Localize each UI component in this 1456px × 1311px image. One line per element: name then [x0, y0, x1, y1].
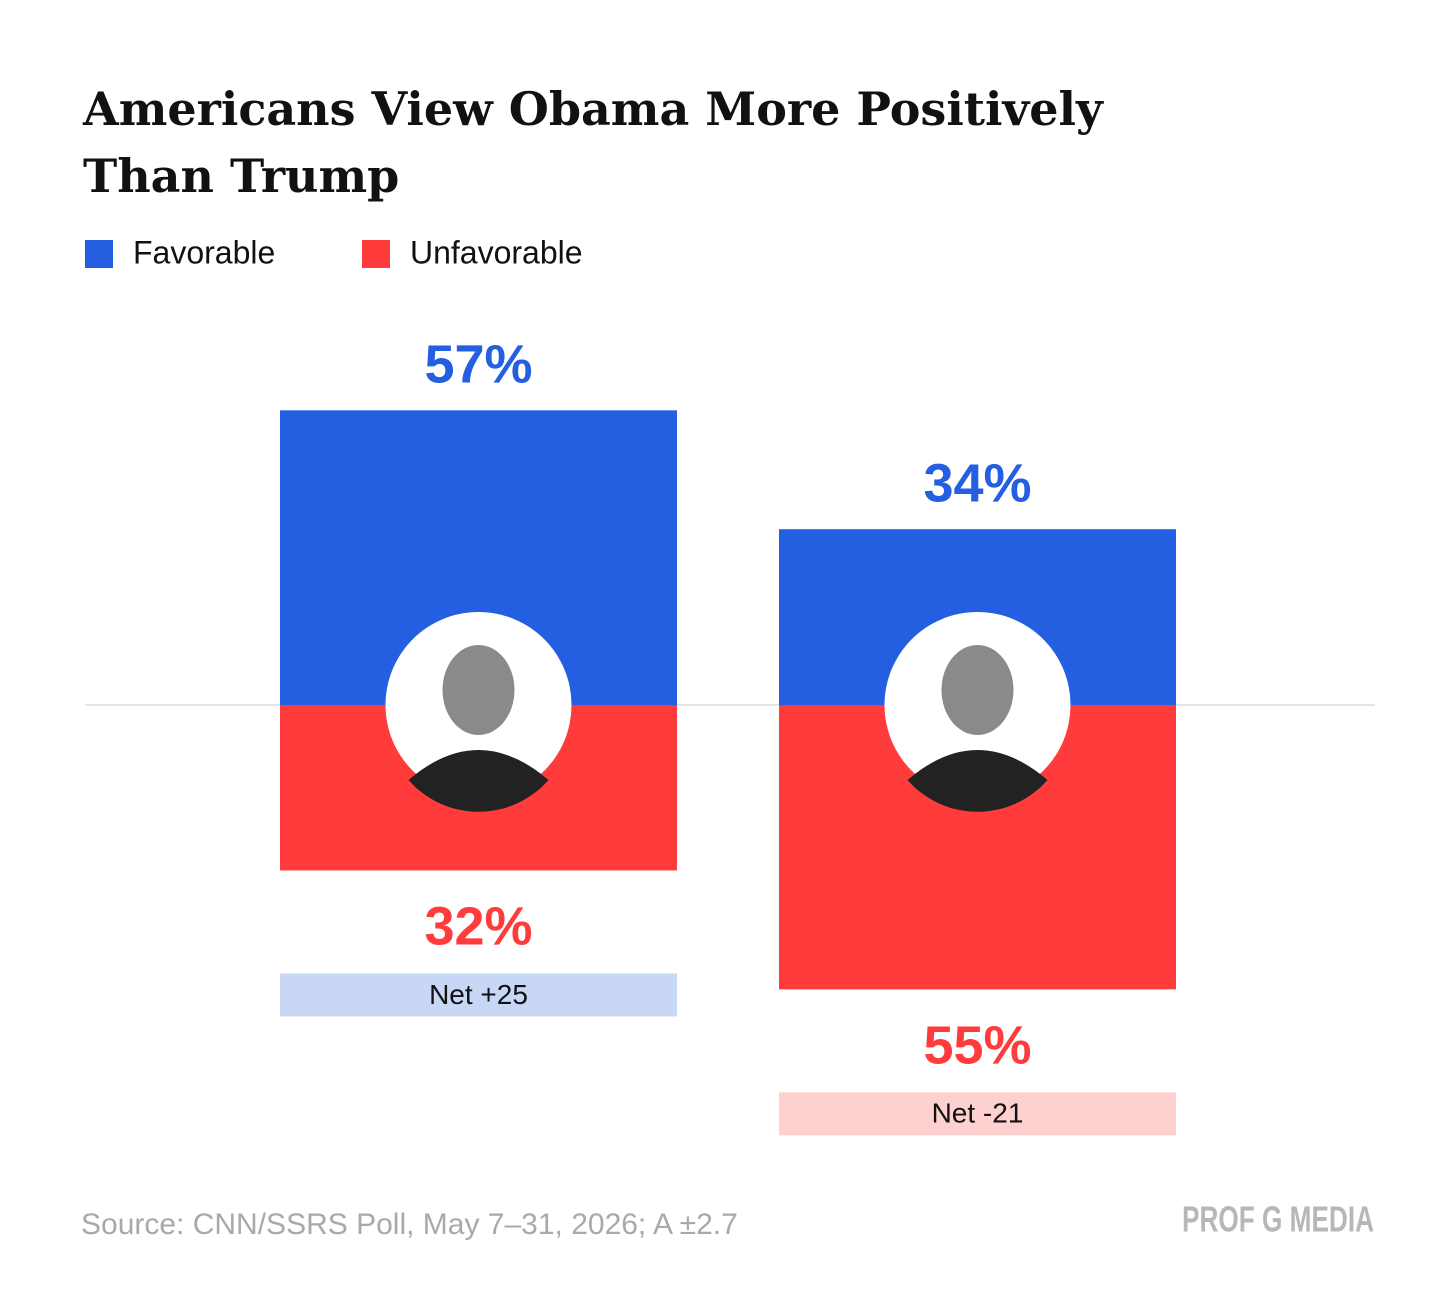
- chart-title: Americans View Obama More Positively: [82, 82, 1104, 136]
- value-label: 32%: [424, 897, 532, 957]
- portrait-body: [907, 750, 1048, 812]
- legend-label: Favorable: [133, 234, 275, 270]
- brand: PROF G MEDIA: [1182, 1199, 1374, 1240]
- net-box: [280, 973, 677, 1017]
- legend-swatch: [362, 240, 390, 268]
- net-label: Net -21: [932, 1098, 1024, 1129]
- chart-title: Than Trump: [83, 149, 399, 203]
- net-label: Net +25: [429, 979, 528, 1010]
- portrait-body: [408, 750, 549, 812]
- value-label: 55%: [923, 1016, 1031, 1076]
- net-box: [779, 1092, 1176, 1136]
- source-note: Source: CNN/SSRS Poll, May 7–31, 2026; A…: [81, 1208, 738, 1241]
- portrait-head: [941, 645, 1014, 735]
- portrait-head: [442, 645, 515, 735]
- legend-label: Unfavorable: [410, 234, 583, 270]
- value-label: 34%: [923, 453, 1031, 513]
- value-label: 57%: [424, 335, 532, 395]
- legend-swatch: [85, 240, 113, 268]
